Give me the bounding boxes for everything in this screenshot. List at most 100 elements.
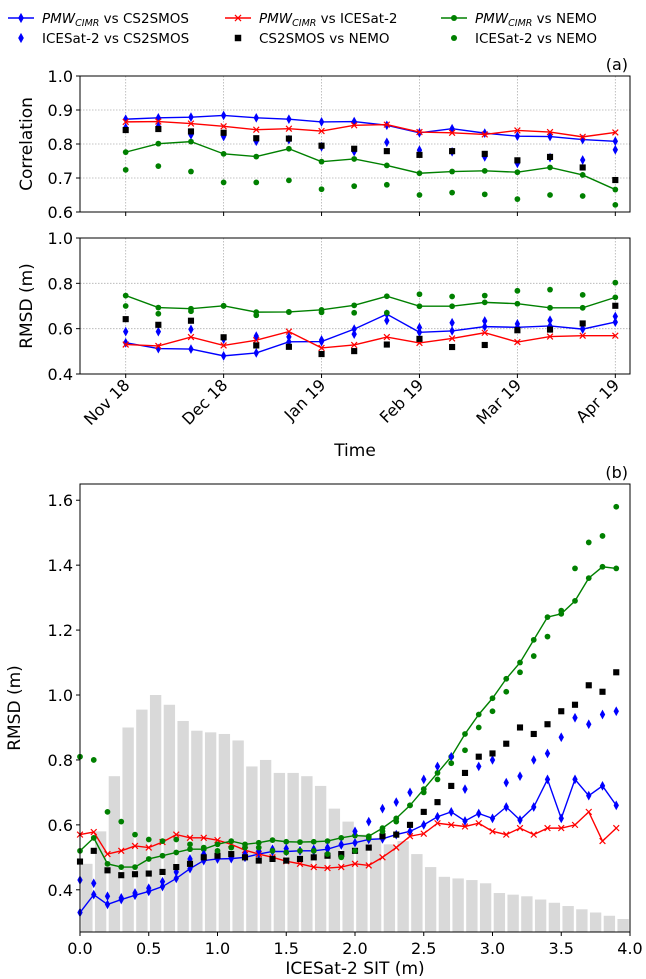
data-point xyxy=(338,834,345,841)
histogram-bar xyxy=(136,709,148,932)
data-point xyxy=(579,304,586,311)
data-point xyxy=(481,131,489,138)
data-point xyxy=(434,811,441,822)
x-tick-label: Jan 19 xyxy=(280,375,330,425)
data-point xyxy=(612,332,619,339)
legend-marker xyxy=(450,34,458,42)
data-point xyxy=(351,183,358,190)
legend-label-pre: PMW xyxy=(475,11,509,27)
data-point xyxy=(220,131,227,142)
histogram-bar xyxy=(424,867,437,932)
legend-label: PMWCIMR vs CS2SMOS xyxy=(42,11,189,29)
data-point xyxy=(188,308,194,315)
data-point xyxy=(449,293,455,300)
data-point xyxy=(365,844,372,851)
legend-label: PMWCIMR vs ICESat-2 xyxy=(259,11,398,29)
data-point xyxy=(297,847,303,854)
y-axis-label: Correlation xyxy=(17,97,37,191)
data-point xyxy=(383,162,390,169)
data-point xyxy=(122,118,130,126)
data-point xyxy=(220,129,227,136)
data-point xyxy=(90,834,97,841)
data-point xyxy=(449,168,455,175)
data-point xyxy=(613,565,620,572)
data-point xyxy=(416,170,423,177)
data-point xyxy=(547,164,553,171)
data-point xyxy=(420,808,427,815)
data-point xyxy=(531,755,537,765)
y-tick-label: 0.4 xyxy=(48,365,73,384)
data-point xyxy=(481,329,489,337)
data-point xyxy=(407,787,413,798)
y-tick-label: 0.8 xyxy=(48,274,73,293)
data-point xyxy=(447,821,455,829)
data-point xyxy=(579,164,586,171)
data-point xyxy=(612,279,619,286)
data-point xyxy=(159,876,166,887)
data-point xyxy=(407,802,413,809)
data-point xyxy=(393,797,399,808)
data-point xyxy=(612,311,619,322)
data-point xyxy=(514,300,521,307)
data-point xyxy=(173,849,180,856)
data-point xyxy=(407,826,413,837)
data-point xyxy=(481,167,488,174)
data-point xyxy=(475,819,483,827)
data-point xyxy=(122,303,129,309)
data-point xyxy=(579,292,586,298)
data-point xyxy=(599,563,606,570)
data-point xyxy=(531,802,537,812)
data-point xyxy=(557,824,565,832)
data-point xyxy=(416,192,423,198)
x-tick-label: 2.0 xyxy=(342,939,367,958)
histogram-bar xyxy=(493,893,506,932)
x-tick-label: 3.0 xyxy=(480,939,505,958)
data-point xyxy=(514,287,521,294)
series-pmw-cimr-vs-cs2smos xyxy=(122,309,619,361)
x-tick-label: 2.5 xyxy=(411,939,436,958)
histogram-bar xyxy=(466,880,478,932)
histogram-bar xyxy=(81,863,93,932)
data-point xyxy=(337,863,345,871)
data-point xyxy=(351,302,358,309)
y-tick-label: 1.0 xyxy=(48,229,73,248)
data-point xyxy=(220,150,227,157)
data-point xyxy=(242,844,248,851)
legend-label-sub: CIMR xyxy=(75,18,99,29)
data-point xyxy=(118,872,125,879)
data-point xyxy=(159,868,166,876)
data-point xyxy=(200,844,207,851)
data-point xyxy=(579,172,586,178)
data-point xyxy=(214,852,221,859)
data-point xyxy=(324,851,331,857)
data-point xyxy=(546,128,554,136)
data-point xyxy=(481,299,488,306)
data-point xyxy=(155,343,162,354)
data-point xyxy=(318,186,325,193)
data-point xyxy=(351,145,358,152)
data-point xyxy=(253,312,260,319)
data-point xyxy=(481,341,488,349)
data-point xyxy=(351,329,357,339)
legend-marker xyxy=(234,14,242,22)
data-point xyxy=(285,343,292,350)
data-point xyxy=(489,813,496,824)
data-point xyxy=(379,803,386,814)
data-point xyxy=(253,153,260,160)
data-point xyxy=(159,852,166,859)
plot-frame xyxy=(79,237,631,375)
data-point xyxy=(201,849,207,859)
histogram-bar xyxy=(259,759,272,932)
histogram-bar xyxy=(232,740,244,932)
data-point xyxy=(379,854,386,861)
legend-marker xyxy=(450,14,458,22)
data-point xyxy=(530,831,538,838)
data-point xyxy=(461,769,469,776)
data-point xyxy=(286,114,292,125)
data-point xyxy=(514,157,521,164)
data-point xyxy=(612,302,619,309)
y-tick-label: 0.6 xyxy=(48,816,73,835)
data-point xyxy=(546,153,554,160)
data-point xyxy=(416,303,423,310)
data-point xyxy=(572,712,578,723)
